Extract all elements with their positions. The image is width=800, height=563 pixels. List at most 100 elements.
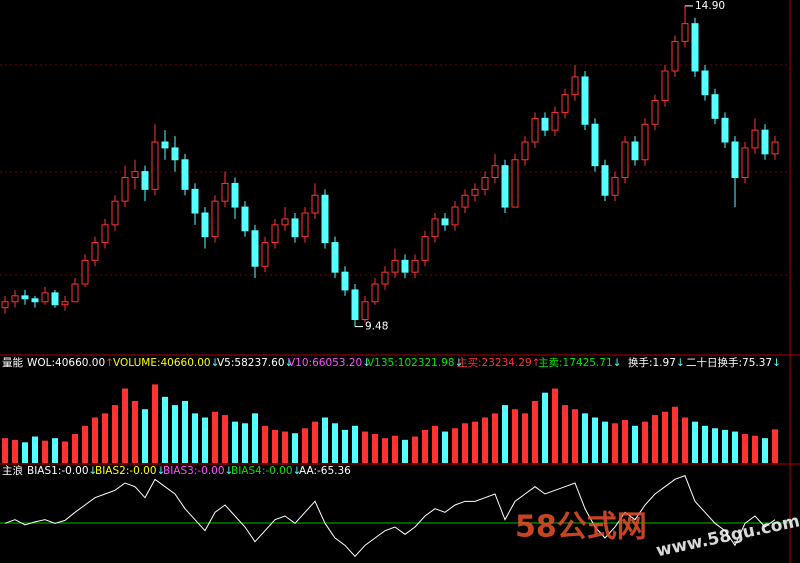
- candle-body: [571, 76, 579, 96]
- candle-body: [671, 40, 679, 72]
- indicator-legend: AA:-65.36: [299, 465, 351, 477]
- candle-body: [451, 206, 459, 226]
- volume-bar: [82, 425, 88, 463]
- indicator-value: WOL:40660.00: [27, 357, 105, 369]
- candle-body: [431, 218, 439, 238]
- volume-bar: [572, 409, 578, 463]
- volume-bar: [552, 388, 558, 463]
- volume-bar: [672, 406, 678, 463]
- candle-body: [381, 271, 389, 285]
- volume-bar: [462, 423, 468, 463]
- indicator-arrow: ↓: [211, 357, 220, 369]
- indicator-arrow: ↓: [676, 357, 685, 369]
- volume-bar: [662, 411, 668, 463]
- indicator-arrow: ↓: [225, 465, 234, 477]
- candle-body: [411, 259, 419, 273]
- volume-bar: [332, 423, 338, 463]
- indicator-arrow: ↓: [362, 357, 371, 369]
- volume-bar: [412, 436, 418, 463]
- volume-bar: [402, 439, 408, 463]
- volume-bar: [22, 442, 28, 463]
- candle-body: [131, 171, 139, 178]
- candle-body: [211, 200, 219, 238]
- volume-bar: [592, 417, 598, 463]
- volume-panel-label: 量能: [2, 356, 23, 369]
- candle-body: [581, 76, 589, 125]
- volume-bar: [162, 396, 168, 463]
- candle-body: [231, 182, 239, 208]
- volume-bar: [382, 438, 388, 463]
- indicator-value: V5:58237.60: [217, 357, 285, 369]
- indicator-value: 主卖:17425.71: [538, 357, 613, 369]
- volume-bar: [52, 438, 58, 463]
- candle-body: [601, 165, 609, 196]
- indicator-legend: 二十日换手:75.37↓: [686, 356, 781, 369]
- candle-body: [51, 292, 59, 306]
- volume-bar: [732, 431, 738, 463]
- candle-body: [81, 259, 89, 285]
- volume-bar: [282, 431, 288, 463]
- candle-body: [561, 94, 569, 113]
- candle-body: [631, 141, 639, 161]
- volume-bar: [232, 421, 238, 463]
- indicator-arrow: ↓: [89, 465, 98, 477]
- candle-body: [61, 301, 69, 306]
- volume-bar: [242, 423, 248, 463]
- candle-body: [141, 171, 149, 190]
- candle-body: [121, 177, 129, 202]
- candle-body: [731, 141, 739, 178]
- indicator-value: V10:66053.20: [288, 357, 362, 369]
- volume-bar: [12, 439, 18, 463]
- volume-bar: [642, 421, 648, 463]
- volume-bar: [142, 409, 148, 463]
- volume-bar: [172, 405, 178, 463]
- volume-bar: [772, 429, 778, 463]
- volume-bar: [582, 413, 588, 463]
- candle-body: [291, 218, 299, 238]
- volume-bar: [102, 413, 108, 463]
- candle-body: [761, 129, 769, 155]
- candle-body: [151, 141, 159, 190]
- candle-body: [621, 141, 629, 178]
- annotation-label: 9.48: [365, 321, 388, 333]
- candle-body: [591, 123, 599, 167]
- indicator-legend: BIAS2:-0.00↓: [95, 465, 165, 477]
- volume-bar: [602, 421, 608, 463]
- candle-body: [691, 23, 699, 72]
- indicator-arrow: ↓: [455, 357, 464, 369]
- volume-bar: [112, 405, 118, 463]
- volume-bar: [762, 438, 768, 463]
- volume-bar: [742, 434, 748, 463]
- candle-body: [501, 165, 509, 208]
- indicator-legend: VOLUME:40660.00↓: [113, 357, 219, 369]
- indicator-value: BIAS2:-0.00: [95, 465, 157, 477]
- candle-body: [471, 188, 479, 196]
- candle-body: [531, 117, 539, 143]
- candle-body: [241, 206, 249, 232]
- volume-bar: [472, 421, 478, 463]
- watermark-brand: 58公式网: [515, 510, 647, 545]
- volume-bar: [722, 429, 728, 463]
- candle-body: [201, 212, 209, 238]
- candle-body: [261, 242, 269, 267]
- candle-body: [31, 298, 39, 303]
- candle-body: [1, 301, 9, 309]
- volume-bar: [292, 433, 298, 463]
- candle-body: [461, 194, 469, 208]
- indicator-value: V135:102321.98: [367, 357, 455, 369]
- volume-bar: [632, 425, 638, 463]
- volume-bar: [312, 421, 318, 463]
- volume-bar: [542, 392, 548, 463]
- indicator-arrow: ↑: [105, 357, 114, 369]
- candle-body: [271, 224, 279, 244]
- volume-bar: [32, 436, 38, 463]
- volume-bar: [492, 413, 498, 463]
- candle-body: [321, 194, 329, 244]
- indicator-legend: V10:66053.20↓: [288, 357, 371, 369]
- volume-bar: [442, 431, 448, 463]
- candle-body: [101, 224, 109, 244]
- candle-body: [171, 147, 179, 161]
- volume-bar: [192, 413, 198, 463]
- volume-bar: [202, 417, 208, 463]
